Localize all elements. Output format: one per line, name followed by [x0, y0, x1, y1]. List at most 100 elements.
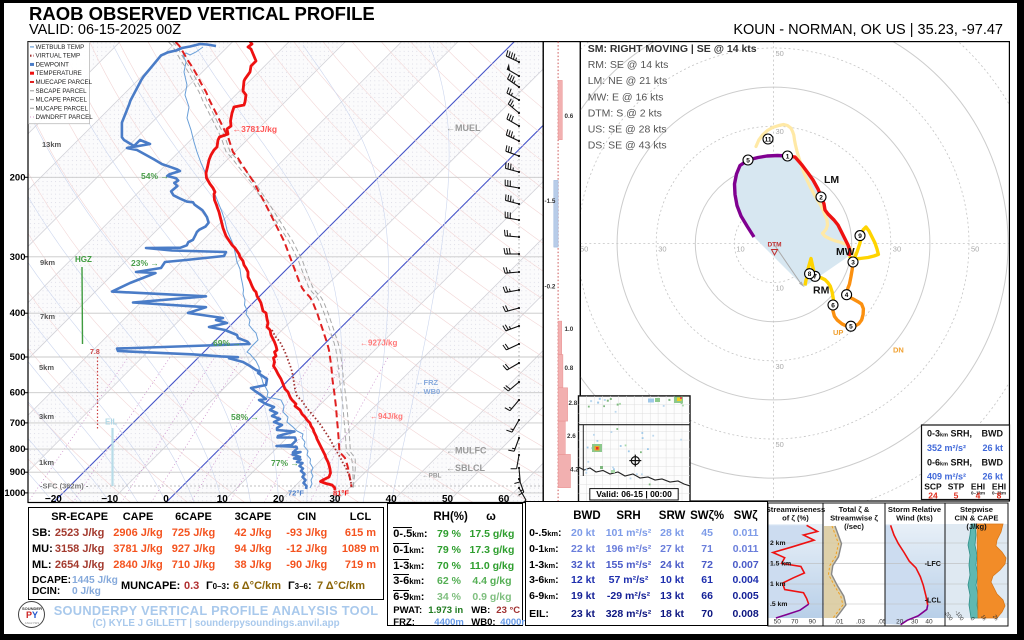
svg-text:77% →: 77% → [271, 458, 299, 468]
svg-text:0.6: 0.6 [565, 113, 574, 120]
svg-text:DN: DN [893, 346, 904, 355]
svg-text:MW: MW [836, 246, 855, 258]
svg-text:STP: STP [948, 482, 965, 492]
svg-text:69% →: 69% → [213, 338, 241, 348]
svg-text:SBCAPE PARCEL: SBCAPE PARCEL [36, 88, 88, 95]
svg-text:30: 30 [658, 245, 666, 254]
svg-text:10: 10 [217, 494, 229, 505]
svg-text:←94J/kg: ←94J/kg [370, 412, 403, 421]
svg-text:60: 60 [498, 494, 510, 505]
svg-text:800: 800 [10, 444, 26, 455]
svg-text:23% →: 23% → [131, 258, 159, 268]
svg-text:DTM: S @ 2 kts: DTM: S @ 2 kts [588, 107, 662, 119]
svg-text:0: 0 [163, 494, 169, 505]
svg-text:50: 50 [442, 494, 454, 505]
svg-text:50: 50 [971, 245, 979, 254]
svg-text:0-3km SRH,: 0-3km SRH, [927, 429, 972, 439]
svg-text:4: 4 [845, 292, 849, 299]
svg-text:9: 9 [858, 233, 862, 240]
svg-text:5: 5 [954, 491, 959, 501]
svg-text:4: 4 [976, 491, 981, 501]
svg-text:10: 10 [736, 245, 744, 254]
svg-text:400: 400 [10, 308, 26, 319]
svg-text:DWNDRFT PARCEL: DWNDRFT PARCEL [36, 114, 94, 121]
svg-text:30: 30 [911, 619, 919, 626]
svg-text:58% →: 58% → [231, 412, 259, 422]
svg-text:1.5 km: 1.5 km [770, 561, 791, 568]
svg-text:5: 5 [849, 324, 853, 331]
svg-text:CIN & CAPE: CIN & CAPE [955, 514, 999, 523]
svg-text:20: 20 [273, 494, 285, 505]
svg-text:-1.5: -1.5 [545, 198, 556, 205]
svg-text:US: SE @ 28 kts: US: SE @ 28 kts [588, 124, 667, 136]
svg-text:-LFC: -LFC [925, 559, 941, 568]
svg-text:of ζ (%): of ζ (%) [782, 514, 809, 523]
svg-text:EHI: EHI [971, 482, 985, 492]
svg-text:5km: 5km [39, 363, 54, 372]
svg-text:20: 20 [896, 619, 904, 626]
svg-text:(J/kg): (J/kg) [966, 522, 987, 531]
svg-text:5: 5 [746, 157, 750, 164]
svg-text:1 km: 1 km [770, 581, 786, 588]
svg-text:4.2: 4.2 [570, 467, 579, 474]
svg-text:HGZ: HGZ [75, 255, 92, 264]
svg-text:2.6: 2.6 [567, 433, 576, 440]
svg-text:(/sec): (/sec) [844, 522, 864, 531]
svg-text:6: 6 [831, 302, 835, 309]
svg-text:30: 30 [776, 127, 784, 136]
svg-text:Streamwiseness: Streamwiseness [766, 505, 826, 514]
svg-text:50: 50 [776, 440, 784, 449]
svg-text:←3781J/kg: ←3781J/kg [233, 124, 277, 134]
svg-text:Wind (kts): Wind (kts) [896, 514, 933, 523]
svg-text:−10: −10 [101, 494, 118, 505]
svg-text:←PBL: ←PBL [422, 473, 442, 480]
svg-text:0–1km: 0–1km [971, 491, 985, 496]
svg-text:7km: 7km [40, 312, 55, 321]
svg-text:900: 900 [10, 467, 26, 478]
svg-text:409 m²/s²: 409 m²/s² [927, 472, 966, 482]
svg-text:Total ζ &: Total ζ & [839, 505, 870, 514]
svg-text:9km: 9km [40, 258, 55, 267]
svg-text:-LCL: -LCL [925, 596, 942, 605]
svg-text:40: 40 [386, 494, 398, 505]
svg-text:200: 200 [10, 172, 26, 183]
svg-text:SCP: SCP [924, 482, 942, 492]
svg-text:Storm Relative: Storm Relative [888, 505, 941, 514]
svg-text:54% →: 54% → [141, 171, 169, 181]
svg-text:1km: 1km [39, 458, 54, 467]
svg-text:MUECAPE PARCEL: MUECAPE PARCEL [36, 79, 93, 86]
svg-text:1000: 1000 [4, 488, 25, 499]
svg-text:←927J/kg: ←927J/kg [360, 339, 397, 348]
svg-text:−20: −20 [45, 494, 62, 505]
svg-text:←FRZ: ←FRZ [416, 378, 438, 387]
svg-text:RM: SE @ 14 kts: RM: SE @ 14 kts [588, 59, 669, 71]
svg-text:BWD: BWD [982, 458, 1004, 468]
svg-text:EHI: EHI [992, 482, 1006, 492]
svg-text:MLCAPE PARCEL: MLCAPE PARCEL [36, 97, 88, 104]
svg-text:←MULFC: ←MULFC [446, 446, 487, 456]
svg-text:2.8: 2.8 [569, 400, 578, 407]
svg-text:-100: -100 [953, 610, 964, 622]
svg-text:WETBULB TEMP: WETBULB TEMP [36, 44, 85, 51]
svg-text:DS: SE @ 43 kts: DS: SE @ 43 kts [588, 140, 667, 152]
svg-text:2k: 2k [991, 614, 999, 622]
svg-text:0: 0 [969, 616, 976, 622]
svg-text:Valid: 06-15 | 00:00: Valid: 06-15 | 00:00 [596, 489, 672, 499]
svg-text:11: 11 [765, 136, 772, 143]
svg-text:7.8: 7.8 [90, 349, 100, 356]
svg-text:LM: LM [824, 174, 839, 186]
svg-text:1: 1 [786, 153, 790, 160]
svg-text:Streamwise ζ: Streamwise ζ [830, 514, 878, 523]
svg-text:600: 600 [10, 388, 26, 399]
svg-text:TEMPERATURE: TEMPERATURE [36, 70, 82, 77]
svg-text:0.8: 0.8 [565, 365, 574, 372]
svg-text:72°F: 72°F [288, 489, 304, 498]
svg-text:MW: E @ 16 kts: MW: E @ 16 kts [588, 91, 664, 103]
svg-text:←MUEL: ←MUEL [446, 123, 481, 133]
svg-text:0–3km: 0–3km [992, 491, 1006, 496]
svg-text:13km: 13km [42, 140, 62, 149]
svg-text:300: 300 [10, 252, 26, 263]
svg-text:352 m²/s²: 352 m²/s² [927, 443, 966, 453]
svg-text:50: 50 [580, 245, 588, 254]
svg-text:.03: .03 [856, 619, 865, 626]
